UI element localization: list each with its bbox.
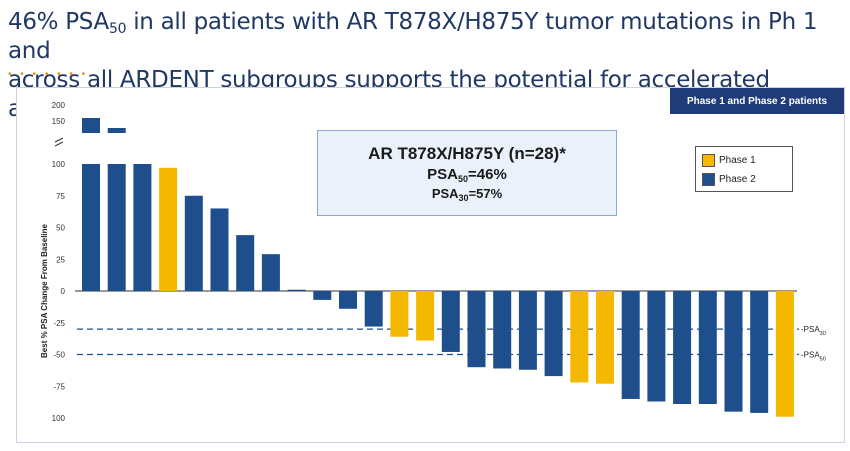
callout-psa30-sub: 30 <box>458 193 469 203</box>
y-tick-label: -25 <box>53 319 65 328</box>
title-line1-prefix: 46% PSA <box>8 9 109 35</box>
bar-2-overflow <box>107 128 126 133</box>
callout-box: AR T878X/H875Y (n=28)* PSA50=46% PSA30=5… <box>317 130 617 216</box>
y-tick-label: -75 <box>53 382 65 391</box>
axis-break-mark <box>54 141 64 147</box>
bar-22 <box>621 291 640 399</box>
callout-psa50-prefix: PSA <box>427 166 459 183</box>
bar-21 <box>596 291 614 384</box>
bar-2 <box>107 164 126 291</box>
y-tick-label: 0 <box>61 287 66 296</box>
bar-8 <box>261 254 280 291</box>
bar-15 <box>441 291 460 352</box>
bar-14 <box>416 291 435 341</box>
bar-1-overflow <box>82 118 100 133</box>
title-line1-sub: 50 <box>108 21 127 37</box>
y-tick-label: -50 <box>53 351 65 360</box>
callout-line2: PSA50=46% <box>318 165 616 185</box>
phase-banner: Phase 1 and Phase 2 patients <box>670 88 844 114</box>
bar-23 <box>647 291 666 402</box>
legend-label-phase1: Phase 1 <box>719 155 756 166</box>
bar-17 <box>493 291 512 369</box>
axis-break-mark <box>54 137 64 143</box>
bar-1 <box>82 164 100 291</box>
callout-psa50-sub: 50 <box>458 174 469 184</box>
callout-line1: AR T878X/H875Y (n=28)* <box>368 144 566 163</box>
callout-line3: PSA30=57% <box>318 185 616 203</box>
bar-24 <box>673 291 692 405</box>
y-tick-label-broken: 200 <box>52 101 66 110</box>
y-tick-label: 100 <box>52 414 66 423</box>
decorative-dots: • • • • • • • <box>8 69 89 80</box>
bar-13 <box>390 291 409 337</box>
bar-18 <box>518 291 537 370</box>
legend-item-phase2: Phase 2 <box>702 170 786 189</box>
bar-11 <box>339 291 357 309</box>
bar-25 <box>698 291 717 405</box>
legend-label-phase2: Phase 2 <box>719 174 756 185</box>
y-tick-label: 25 <box>56 255 65 264</box>
y-tick-label: 100 <box>52 160 66 169</box>
bar-26 <box>724 291 743 412</box>
y-tick-label: 50 <box>56 224 65 233</box>
bar-7 <box>236 235 255 291</box>
legend-item-phase1: Phase 1 <box>702 151 786 170</box>
bar-20 <box>570 291 589 383</box>
legend-swatch-phase1 <box>702 154 715 167</box>
legend-swatch-phase2 <box>702 173 715 186</box>
reference-label-psa50: -PSA50 <box>801 351 826 363</box>
chart-legend: Phase 1 Phase 2 <box>695 146 793 192</box>
bar-4 <box>159 167 178 291</box>
bar-9 <box>287 289 306 291</box>
y-tick-label-broken: 150 <box>52 117 66 126</box>
title-line1-suffix: in all patients with AR T878X/H875Y tumo… <box>8 9 818 64</box>
y-axis-label: Best % PSA Change From Baseline <box>40 223 49 358</box>
bar-27 <box>750 291 769 413</box>
callout-psa30-value: =57% <box>468 186 503 201</box>
reference-label-psa30: -PSA30 <box>801 325 826 337</box>
bar-19 <box>544 291 563 377</box>
bar-10 <box>313 291 332 300</box>
waterfall-chart: Best % PSA Change From Baseline 100 75 50 25… <box>40 101 826 423</box>
callout-psa50-value: =46% <box>468 166 507 183</box>
bar-28 <box>775 291 794 417</box>
y-tick-label: 75 <box>56 192 65 201</box>
callout-psa30-prefix: PSA <box>431 186 459 201</box>
bar-12 <box>364 291 383 327</box>
bar-6 <box>210 208 229 291</box>
chart-panel: Phase 1 and Phase 2 patients Best % PSA … <box>16 87 845 443</box>
bar-16 <box>467 291 486 368</box>
bar-5 <box>184 195 203 291</box>
bar-3 <box>133 164 152 291</box>
